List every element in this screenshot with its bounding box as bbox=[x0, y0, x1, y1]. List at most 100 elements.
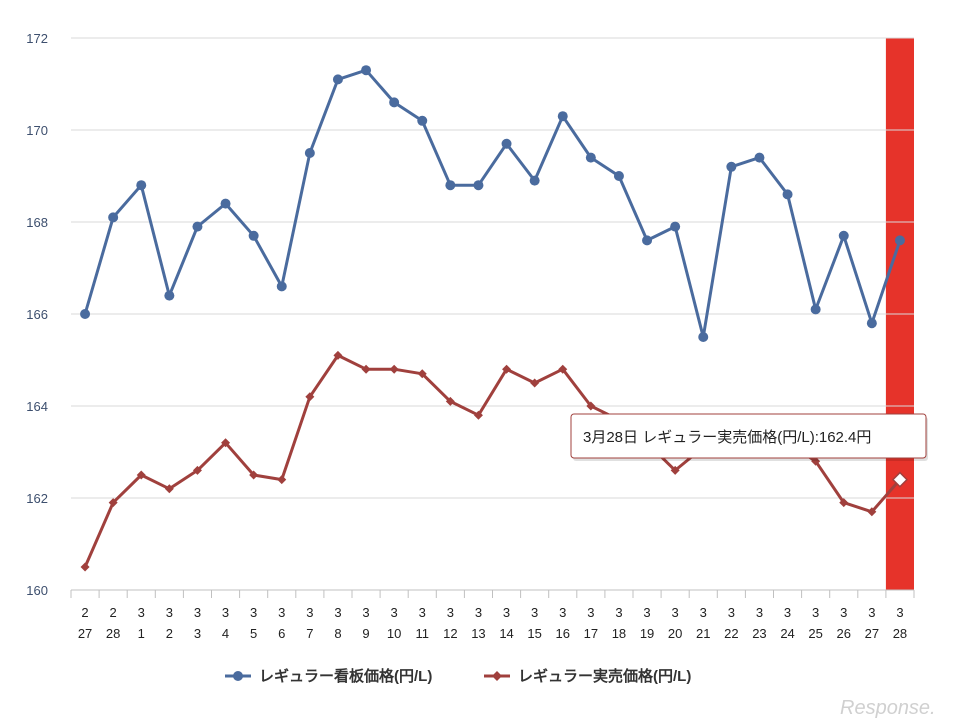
data-point-circle[interactable] bbox=[529, 175, 540, 186]
data-point-circle[interactable] bbox=[192, 221, 203, 232]
data-point-circle[interactable] bbox=[557, 111, 568, 122]
data-point-diamond[interactable] bbox=[333, 350, 343, 360]
data-point-circle[interactable] bbox=[670, 221, 681, 232]
data-point-diamond[interactable] bbox=[839, 498, 849, 508]
legend-label[interactable]: レギュラー実売価格(円/L) bbox=[518, 667, 691, 685]
data-point-circle[interactable] bbox=[642, 235, 653, 246]
data-point-circle[interactable] bbox=[304, 148, 315, 158]
x-tick-label-day: 13 bbox=[471, 626, 485, 641]
x-tick-label-day: 27 bbox=[865, 626, 879, 641]
data-point-diamond[interactable] bbox=[277, 475, 287, 485]
legend-marker-diamond bbox=[492, 671, 502, 681]
data-point-diamond[interactable] bbox=[586, 401, 596, 411]
x-tick-label-month: 3 bbox=[756, 605, 763, 620]
legend-marker-circle bbox=[233, 671, 243, 681]
x-tick-label-month: 3 bbox=[784, 605, 791, 620]
data-point-circle[interactable] bbox=[810, 304, 821, 315]
data-point-circle[interactable] bbox=[108, 212, 119, 223]
x-tick-label-month: 3 bbox=[587, 605, 594, 620]
x-tick-label-day: 6 bbox=[278, 626, 285, 641]
x-tick-label-day: 15 bbox=[527, 626, 541, 641]
data-point-diamond[interactable] bbox=[445, 396, 455, 406]
data-point-diamond[interactable] bbox=[389, 364, 399, 374]
data-point-diamond[interactable] bbox=[305, 392, 315, 402]
x-tick-label-day: 1 bbox=[138, 626, 145, 641]
data-point-circle[interactable] bbox=[164, 290, 175, 301]
data-point-circle[interactable] bbox=[585, 152, 596, 163]
data-point-circle[interactable] bbox=[445, 180, 456, 191]
data-point-circle[interactable] bbox=[80, 309, 91, 319]
x-tick-label-day: 28 bbox=[893, 626, 907, 641]
data-point-diamond[interactable] bbox=[80, 562, 90, 572]
data-point-circle[interactable] bbox=[248, 230, 259, 241]
x-tick-label-day: 20 bbox=[668, 626, 682, 641]
x-tick-label-day: 22 bbox=[724, 626, 738, 641]
data-point-diamond[interactable] bbox=[221, 438, 231, 448]
data-point-diamond[interactable] bbox=[867, 507, 877, 517]
x-tick-label-month: 3 bbox=[559, 605, 566, 620]
x-tick-label-month: 3 bbox=[615, 605, 622, 620]
data-point-circle[interactable] bbox=[332, 74, 343, 85]
data-point-circle[interactable] bbox=[361, 65, 372, 76]
x-tick-label-day: 24 bbox=[780, 626, 794, 641]
legend-label[interactable]: レギュラー看板価格(円/L) bbox=[259, 667, 432, 685]
data-point-circle[interactable] bbox=[417, 115, 428, 126]
x-tick-label-day: 8 bbox=[334, 626, 341, 641]
x-tick-label-day: 11 bbox=[416, 626, 430, 641]
data-point-diamond[interactable] bbox=[361, 364, 371, 374]
data-point-diamond[interactable] bbox=[136, 470, 146, 480]
x-tick-label-day: 18 bbox=[612, 626, 626, 641]
data-point-circle[interactable] bbox=[389, 97, 400, 108]
data-point-circle[interactable] bbox=[726, 161, 737, 172]
data-point-diamond[interactable] bbox=[108, 498, 118, 508]
x-tick-label-month: 3 bbox=[278, 605, 285, 620]
x-tick-label-month: 3 bbox=[840, 605, 847, 620]
data-point-diamond[interactable] bbox=[192, 465, 202, 475]
data-point-circle[interactable] bbox=[866, 318, 877, 329]
watermark: Response. bbox=[840, 697, 936, 719]
data-point-circle[interactable] bbox=[782, 189, 793, 200]
x-tick-label-month: 3 bbox=[194, 605, 201, 620]
data-point-diamond[interactable] bbox=[670, 465, 680, 475]
data-point-circle[interactable] bbox=[136, 180, 147, 191]
x-tick-label-month: 3 bbox=[222, 605, 229, 620]
data-point-circle[interactable] bbox=[613, 171, 624, 181]
data-point-diamond[interactable] bbox=[417, 369, 427, 379]
data-point-circle[interactable] bbox=[838, 230, 849, 241]
x-tick-label-day: 26 bbox=[837, 626, 851, 641]
data-point-circle[interactable] bbox=[894, 235, 905, 246]
data-point-circle[interactable] bbox=[473, 180, 484, 191]
series-line-2 bbox=[83, 353, 902, 568]
data-point-diamond[interactable] bbox=[249, 470, 259, 480]
data-point-diamond[interactable] bbox=[164, 484, 174, 494]
data-point-circle[interactable] bbox=[220, 198, 231, 209]
x-tick-label-month: 3 bbox=[643, 605, 650, 620]
data-point-diamond[interactable] bbox=[530, 378, 540, 388]
y-tick-label: 168 bbox=[26, 215, 48, 230]
data-point-circle[interactable] bbox=[754, 152, 765, 163]
x-tick-label-month: 3 bbox=[728, 605, 735, 620]
y-tick-label: 172 bbox=[26, 31, 48, 46]
y-tick-label: 162 bbox=[26, 491, 48, 506]
x-tick-label-day: 23 bbox=[752, 626, 766, 641]
x-tick-label-day: 25 bbox=[808, 626, 822, 641]
tooltip-text: 3月28日 レギュラー実売価格(円/L):162.4円 bbox=[583, 429, 871, 446]
data-point-diamond[interactable] bbox=[473, 410, 483, 420]
x-tick-label-day: 17 bbox=[584, 626, 598, 641]
data-point-circle[interactable] bbox=[698, 332, 709, 342]
x-tick-label-day: 5 bbox=[250, 626, 257, 641]
tooltip-box bbox=[570, 413, 927, 459]
x-tick-label-month: 3 bbox=[475, 605, 482, 620]
data-point-circle[interactable] bbox=[276, 281, 287, 292]
data-point-circle[interactable] bbox=[501, 138, 512, 149]
data-point-diamond[interactable] bbox=[811, 456, 821, 466]
data-point-diamond[interactable] bbox=[891, 471, 909, 488]
x-tick-label-day: 7 bbox=[306, 626, 313, 641]
data-point-diamond[interactable] bbox=[558, 364, 568, 374]
x-tick-label-day: 28 bbox=[106, 626, 120, 641]
data-point-diamond[interactable] bbox=[502, 364, 512, 374]
x-tick-label-month: 3 bbox=[868, 605, 875, 620]
series-line-1 bbox=[83, 68, 902, 339]
x-tick-label-month: 3 bbox=[306, 605, 313, 620]
